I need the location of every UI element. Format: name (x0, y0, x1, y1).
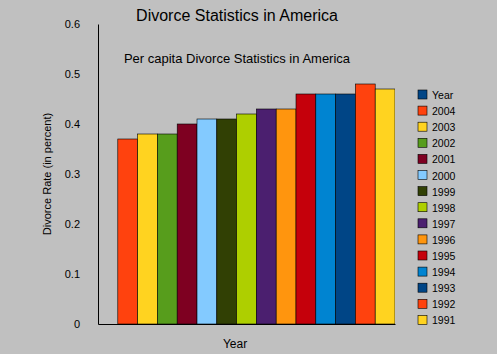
legend-label: 1991 (432, 314, 456, 326)
bars (118, 84, 395, 324)
bar (355, 84, 375, 324)
legend-swatch (418, 138, 427, 147)
legend-label: 1996 (432, 234, 456, 246)
legend-label: 2002 (432, 137, 456, 149)
legend-swatch (418, 203, 427, 212)
y-tick: 0 (74, 318, 98, 330)
y-tick-label: 0.4 (65, 118, 80, 130)
bar (296, 94, 316, 324)
legend-label: 2003 (432, 121, 456, 133)
bar (276, 109, 296, 324)
y-tick: 0.3 (65, 168, 98, 180)
legend-swatch (418, 299, 427, 308)
y-tick: 0.6 (65, 18, 98, 30)
legend-swatch (418, 315, 427, 324)
bar (237, 114, 257, 324)
legend-label: 1999 (432, 186, 456, 198)
bar (375, 89, 395, 324)
bar (336, 94, 356, 324)
legend-swatch (418, 251, 427, 260)
legend: Year 2004 2003 2002 2001 2000 1999 1998 1997 1996… (418, 89, 456, 326)
title: Divorce Statistics in America (136, 7, 338, 24)
legend-label: 1995 (432, 250, 456, 262)
legend-swatch (418, 187, 427, 196)
y-tick: 0.4 (65, 118, 98, 130)
bar (217, 119, 237, 324)
y-tick-label: 0.6 (65, 18, 80, 30)
subtitle: Per capita Divorce Statistics in America (124, 51, 351, 66)
chart: Divorce Statistics in America Per capita … (0, 0, 497, 354)
y-tick: 0.2 (65, 218, 98, 230)
legend-label: 1992 (432, 298, 456, 310)
y-tick-label: 0.3 (65, 168, 80, 180)
bar (138, 134, 158, 324)
bar (197, 119, 217, 324)
legend-swatch (418, 219, 427, 228)
legend-swatch (418, 154, 427, 163)
y-axis-line (98, 25, 99, 325)
y-tick: 0.1 (65, 268, 98, 280)
legend-swatch (418, 106, 427, 115)
y-tick-label: 0.5 (65, 68, 80, 80)
legend-swatch (418, 283, 427, 292)
bar (118, 139, 138, 324)
legend-label: 1997 (432, 218, 456, 230)
legend-swatch (418, 122, 427, 131)
x-axis-title: Year (223, 337, 247, 351)
x-axis-line (99, 324, 396, 325)
legend-label: 1994 (432, 266, 456, 278)
legend-label: 1993 (432, 282, 456, 294)
y-tick: 0.5 (65, 68, 98, 80)
background (0, 0, 497, 354)
y-tick-label: 0.2 (65, 218, 80, 230)
legend-label: Year (432, 89, 454, 101)
y-axis: 0 0.1 0.2 0.3 0.4 0.5 0.6 (65, 18, 99, 330)
legend-label: 2004 (432, 105, 456, 117)
legend-swatch (418, 235, 427, 244)
legend-swatch (418, 267, 427, 276)
bar (256, 109, 276, 324)
y-tick-label: 0.1 (65, 268, 80, 280)
legend-swatch (418, 90, 427, 99)
bar (177, 124, 197, 324)
legend-label: 2000 (432, 170, 456, 182)
legend-label: 2001 (432, 153, 456, 165)
y-axis-title: Divorce Rate (in percent) (41, 113, 53, 235)
y-tick-label: 0 (74, 318, 80, 330)
bar (157, 134, 177, 324)
legend-swatch (418, 171, 427, 180)
legend-label: 1998 (432, 202, 456, 214)
bar (316, 94, 336, 324)
